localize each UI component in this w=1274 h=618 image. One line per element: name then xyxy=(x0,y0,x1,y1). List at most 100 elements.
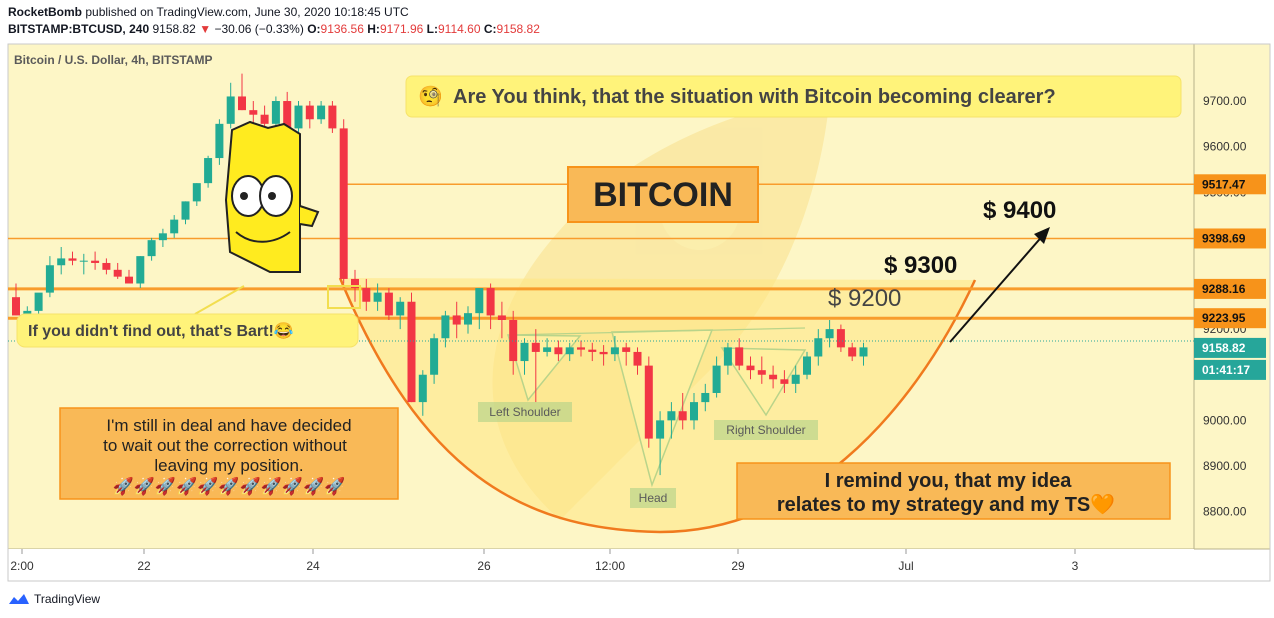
candle[interactable] xyxy=(271,96,280,129)
candle[interactable] xyxy=(181,201,190,225)
candle[interactable] xyxy=(690,392,698,430)
question-box[interactable] xyxy=(405,75,1182,118)
candle[interactable] xyxy=(520,338,529,375)
candle[interactable] xyxy=(667,402,676,439)
candle[interactable] xyxy=(260,105,269,129)
candle-body xyxy=(814,338,823,357)
low-value: 9114.60 xyxy=(438,22,481,36)
candle-body xyxy=(136,256,145,284)
candle[interactable] xyxy=(577,340,585,357)
down-arrow-icon: ▼ xyxy=(199,22,212,36)
candle[interactable] xyxy=(79,253,88,275)
candle-body xyxy=(158,233,167,241)
candle[interactable] xyxy=(418,370,427,416)
candle[interactable] xyxy=(678,392,687,430)
candle[interactable] xyxy=(803,351,811,380)
candle-body xyxy=(656,420,665,439)
candle[interactable] xyxy=(780,370,789,393)
candle[interactable] xyxy=(757,356,766,384)
candle-body xyxy=(769,374,778,380)
bart-character-icon xyxy=(224,120,320,273)
candle[interactable] xyxy=(68,251,77,266)
candle[interactable] xyxy=(12,283,20,316)
candle[interactable] xyxy=(825,319,834,348)
tradingview-brand[interactable]: TradingView xyxy=(8,592,100,606)
candle[interactable] xyxy=(147,237,156,261)
candle[interactable] xyxy=(441,310,450,348)
candle[interactable] xyxy=(407,292,416,403)
candle[interactable] xyxy=(226,82,235,129)
candle[interactable] xyxy=(486,283,495,330)
candle[interactable] xyxy=(723,342,732,375)
candle[interactable] xyxy=(158,228,167,248)
candle[interactable] xyxy=(136,256,145,289)
candle[interactable] xyxy=(362,278,371,311)
candle[interactable] xyxy=(45,256,54,298)
candle[interactable] xyxy=(769,365,778,389)
candle[interactable] xyxy=(305,101,314,129)
candle[interactable] xyxy=(204,155,213,188)
candle[interactable] xyxy=(373,283,382,311)
candle[interactable] xyxy=(588,342,597,362)
candle-body xyxy=(599,351,608,355)
candle[interactable] xyxy=(859,342,868,366)
candle[interactable] xyxy=(57,247,66,275)
candle[interactable] xyxy=(791,365,800,393)
price-label-bg xyxy=(1194,228,1266,249)
candle[interactable] xyxy=(102,258,111,275)
candle[interactable] xyxy=(497,301,506,339)
candle-body xyxy=(667,411,676,421)
candle[interactable] xyxy=(396,297,405,330)
candle[interactable] xyxy=(452,301,461,339)
candle[interactable] xyxy=(633,347,642,375)
candle-body xyxy=(23,310,32,316)
candle[interactable] xyxy=(543,338,552,357)
candle[interactable] xyxy=(622,342,631,366)
candle[interactable] xyxy=(91,251,100,270)
candle[interactable] xyxy=(701,383,710,412)
candle[interactable] xyxy=(113,262,122,279)
candle-body xyxy=(701,392,710,403)
candle[interactable] xyxy=(384,288,393,320)
candle[interactable] xyxy=(610,335,619,362)
candles-group[interactable] xyxy=(12,73,868,476)
candle[interactable] xyxy=(599,345,608,366)
candle[interactable] xyxy=(464,306,472,334)
candle-body xyxy=(328,105,337,129)
candle[interactable] xyxy=(170,215,179,238)
candle[interactable] xyxy=(531,329,540,403)
candle-body xyxy=(520,342,529,362)
bart-label-box[interactable] xyxy=(16,313,359,348)
candle[interactable] xyxy=(215,119,224,165)
open-value: 9136.56 xyxy=(320,22,364,36)
candle[interactable] xyxy=(475,288,484,330)
candle[interactable] xyxy=(836,324,845,352)
candle[interactable] xyxy=(565,342,574,362)
candle[interactable] xyxy=(509,310,518,375)
candle[interactable] xyxy=(848,342,857,362)
candle[interactable] xyxy=(644,356,653,448)
candle[interactable] xyxy=(735,338,744,371)
candle[interactable] xyxy=(656,411,665,476)
candle[interactable] xyxy=(814,329,823,366)
close-label: C: xyxy=(483,22,497,36)
candle[interactable] xyxy=(317,101,326,124)
time-axis[interactable] xyxy=(8,549,1194,581)
candle[interactable] xyxy=(328,101,337,133)
bitcoin-box[interactable] xyxy=(567,166,759,223)
candle[interactable] xyxy=(430,333,439,384)
deal-box[interactable] xyxy=(59,407,399,500)
candle[interactable] xyxy=(294,101,303,138)
candle-body xyxy=(780,379,789,384)
author-name[interactable]: RocketBomb xyxy=(8,5,83,19)
candle[interactable] xyxy=(554,340,563,362)
candle[interactable] xyxy=(125,269,133,284)
candle[interactable] xyxy=(192,183,201,206)
candle[interactable] xyxy=(238,73,246,111)
candle[interactable] xyxy=(339,119,348,284)
candle-body xyxy=(226,96,235,124)
candle[interactable] xyxy=(712,356,721,398)
remind-box[interactable] xyxy=(736,462,1171,520)
candle[interactable] xyxy=(746,356,755,380)
